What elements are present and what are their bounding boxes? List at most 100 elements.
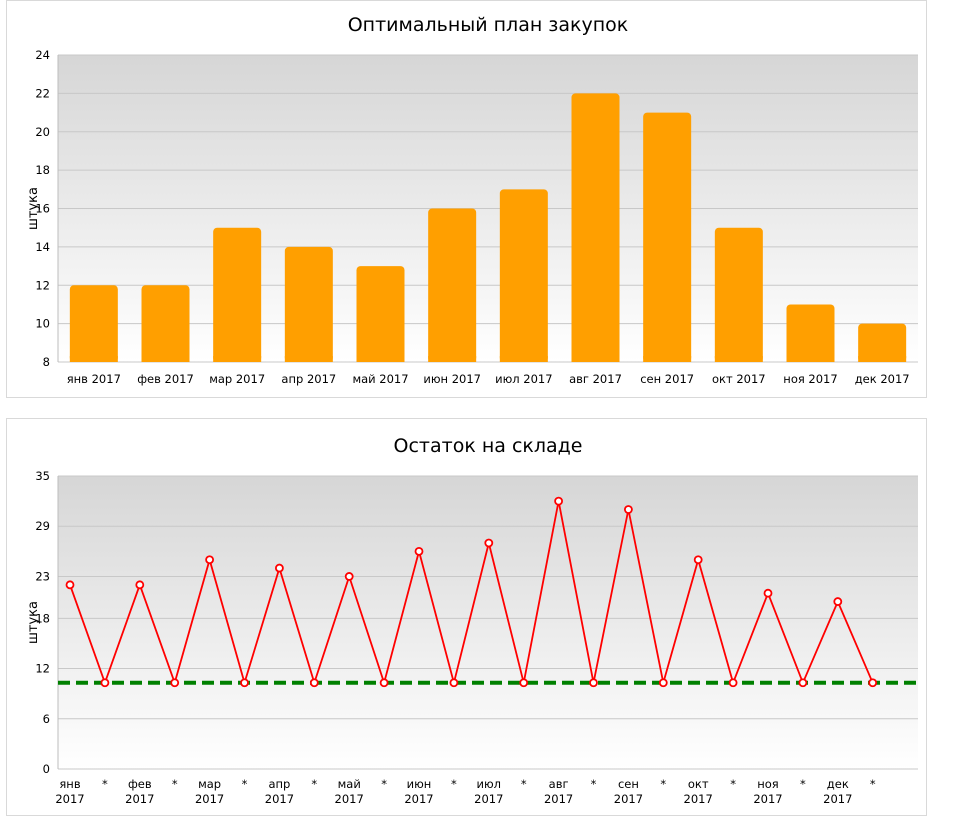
x-tick-label: ноя 2017 [783, 372, 837, 386]
bar-base-7 [499, 356, 548, 362]
x-tick-label: мар 2017 [209, 372, 265, 386]
x-tick-label: * [521, 777, 527, 791]
y-tick-label: 22 [35, 86, 50, 100]
bar-base-5 [356, 356, 405, 362]
data-point-20 [728, 678, 738, 688]
plot-area [58, 476, 918, 769]
data-point-23 [833, 597, 843, 606]
bar-7 [499, 189, 548, 362]
bar-base-2 [141, 356, 190, 362]
bar-base-9 [643, 356, 692, 362]
data-point-18 [658, 678, 668, 688]
y-axis-label: штука [26, 601, 41, 644]
bar-5 [356, 266, 405, 362]
bar-base-3 [213, 356, 262, 362]
bar-2 [141, 285, 190, 362]
bar-8 [571, 93, 620, 362]
x-tick-label: * [172, 777, 178, 791]
stock-balance-chart-panel: Остаток на складе 0 6 12 18 23 29 35 штука янв 201… [6, 418, 927, 816]
x-tick-label: * [242, 777, 248, 791]
bar-1 [69, 285, 118, 362]
y-tick-label: 18 [35, 611, 50, 625]
data-point-8 [309, 678, 319, 688]
x-tick-label: июн 2017 [404, 777, 433, 806]
x-tick-label: * [800, 777, 806, 791]
x-tick-label: май 2017 [352, 372, 408, 386]
data-point-19 [693, 555, 703, 565]
data-point-6 [240, 678, 249, 688]
stock-balance-chart: Остаток на складе 0 6 12 18 23 29 35 штука янв 201… [26, 435, 918, 806]
y-tick-label: 24 [35, 48, 50, 62]
y-tick-label: 14 [35, 240, 50, 254]
data-point-13 [484, 538, 494, 548]
x-tick-label: фев 2017 [137, 372, 194, 386]
y-tick-label: 12 [35, 662, 50, 676]
x-tick-label: * [660, 777, 666, 791]
data-point-16 [589, 678, 598, 688]
x-tick-label: июл 2017 [474, 777, 503, 806]
data-point-1 [65, 580, 75, 590]
x-tick-label: янв 2017 [55, 777, 84, 806]
y-tick-label: 6 [43, 712, 50, 726]
x-tick-label: * [102, 777, 108, 791]
x-tick-label: фев 2017 [125, 777, 154, 806]
data-point-17 [624, 505, 633, 514]
y-tick-label: 10 [35, 317, 50, 331]
data-point-15 [554, 496, 563, 506]
bar-6 [428, 208, 477, 362]
data-point-22 [798, 678, 808, 688]
y-tick-label: 29 [35, 519, 50, 533]
bar-12 [858, 323, 907, 362]
data-point-9 [344, 572, 354, 581]
x-tick-label: * [730, 777, 736, 791]
bar-base-11 [786, 356, 835, 362]
purchase-plan-chart: Оптимальный план закупок 8 10 12 14 16 18 20 22 2… [26, 14, 918, 386]
bar-base-1 [69, 356, 118, 362]
x-tick-label: ноя 2017 [753, 777, 782, 806]
data-point-12 [449, 678, 459, 688]
y-axis-label: штука [26, 187, 41, 230]
data-point-24 [868, 678, 878, 688]
x-tick-label: * [381, 777, 387, 791]
x-tick-label: авг 2017 [544, 777, 573, 806]
x-tick-label: * [591, 777, 597, 791]
bar-base-6 [428, 356, 477, 362]
data-point-11 [414, 546, 424, 556]
y-tick-label: 20 [35, 125, 50, 139]
x-tick-label: авг 2017 [569, 372, 622, 386]
x-tick-label: сен 2017 [640, 372, 694, 386]
data-point-2 [100, 678, 110, 688]
x-tick-label: янв 2017 [67, 372, 121, 386]
x-tick-label: окт 2017 [684, 777, 713, 806]
chart-title: Оптимальный план закупок [348, 14, 629, 36]
x-tick-label: окт 2017 [712, 372, 766, 386]
y-tick-label: 0 [43, 762, 50, 776]
bar-base-8 [571, 356, 620, 362]
series-line [69, 500, 874, 686]
x-tick-label: * [870, 777, 876, 791]
x-tick-label: мар 2017 [195, 777, 224, 806]
data-point-10 [379, 678, 389, 688]
bar-base-4 [284, 356, 333, 362]
bar-4 [284, 246, 333, 362]
chart-title: Остаток на складе [394, 435, 583, 457]
bar-3 [213, 227, 262, 362]
bar-base-10 [714, 356, 763, 362]
data-point-7 [274, 563, 284, 573]
x-tick-label: апр 2017 [265, 777, 294, 806]
x-tick-label: * [311, 777, 317, 791]
y-tick-label: 16 [35, 202, 50, 216]
x-tick-label: дек 2017 [823, 777, 852, 806]
bar-base-12 [858, 356, 907, 362]
bar-10 [714, 227, 763, 362]
x-tick-label: апр 2017 [281, 372, 336, 386]
x-tick-label: май 2017 [335, 777, 364, 806]
y-tick-label: 23 [35, 569, 50, 583]
data-point-21 [763, 588, 773, 598]
x-tick-label: июл 2017 [495, 372, 552, 386]
x-tick-label: дек 2017 [855, 372, 910, 386]
y-tick-label: 8 [43, 355, 50, 369]
y-tick-label: 12 [35, 278, 50, 292]
x-tick-label: сен 2017 [614, 777, 643, 806]
x-tick-label: июн 2017 [423, 372, 481, 386]
